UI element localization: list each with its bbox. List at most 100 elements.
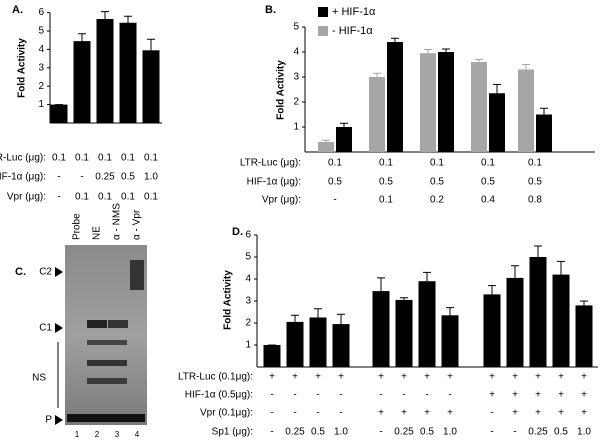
bar <box>387 42 403 152</box>
row-cell: 0.1 <box>430 158 444 169</box>
row-cell: + <box>512 372 518 383</box>
bar <box>119 22 137 123</box>
row-cell: 0.25 <box>285 427 305 438</box>
y-tick-label: 1 <box>245 340 251 351</box>
row-cell: 0.5 <box>311 427 325 438</box>
row-cell: 0.25 <box>394 427 414 438</box>
row-cell: 0.1 <box>121 192 135 203</box>
bar <box>336 127 352 152</box>
row-cell: 0.1 <box>121 153 135 164</box>
row-cell: - <box>379 390 382 401</box>
y-tick-label: 5 <box>245 252 251 263</box>
error-bar <box>291 314 299 322</box>
bar <box>96 19 114 123</box>
y-tick-label: 3 <box>293 72 299 83</box>
row-label: HIF-1α (μg): <box>247 177 301 188</box>
row-cell: - <box>57 172 60 183</box>
y-tick-label: 2 <box>38 81 44 92</box>
bar <box>332 324 350 367</box>
row-cell: 0.1 <box>328 158 342 169</box>
bar <box>441 315 459 367</box>
row-cell: - <box>490 408 493 419</box>
gel-band <box>87 360 127 366</box>
error-bar <box>493 84 501 94</box>
y-axis-label: Fold Activity <box>276 60 287 120</box>
bar <box>506 277 524 367</box>
error-bar <box>314 308 322 318</box>
row-cell: 0.5 <box>328 177 342 188</box>
bar <box>263 345 281 367</box>
row-cell: + <box>424 408 430 419</box>
error-bar <box>534 245 542 257</box>
row-cell: 0.5 <box>420 427 434 438</box>
y-axis-label: Fold Activity <box>223 270 234 330</box>
row-cell: + <box>338 372 344 383</box>
gel-marker: P <box>45 415 52 426</box>
row-cell: + <box>378 408 384 419</box>
row-cell: 0.1 <box>98 153 112 164</box>
y-axis-label: Fold Activity <box>17 38 28 98</box>
panel-label: C. <box>15 266 26 278</box>
row-cell: + <box>581 372 587 383</box>
row-cell: - <box>270 390 273 401</box>
lane-label: Probe <box>72 213 83 240</box>
row-cell: + <box>558 372 564 383</box>
row-cell: 0.2 <box>430 195 444 206</box>
error-bar <box>424 49 432 54</box>
gel-band <box>108 320 128 328</box>
error-bar <box>511 265 519 278</box>
y-tick-label: 6 <box>38 7 44 18</box>
row-cell: - <box>339 408 342 419</box>
bar <box>372 291 390 367</box>
row-cell: + <box>447 408 453 419</box>
row-label: HIF-1α (μg): <box>0 172 46 183</box>
error-bar <box>337 313 345 325</box>
row-cell: - <box>448 390 451 401</box>
lane-number: 4 <box>135 430 140 439</box>
bar <box>73 41 91 124</box>
row-cell: + <box>489 390 495 401</box>
row-cell: 0.1 <box>52 153 66 164</box>
row-cell: 1.0 <box>334 427 348 438</box>
row-cell: + <box>581 390 587 401</box>
bar <box>536 114 552 152</box>
row-cell: - <box>57 192 60 203</box>
row-cell: 0.1 <box>98 192 112 203</box>
bar <box>50 104 68 123</box>
bar <box>518 69 534 152</box>
error-bar <box>340 122 348 127</box>
row-cell: + <box>535 408 541 419</box>
error-bar <box>377 277 385 292</box>
row-label: LTR-Luc (μg): <box>240 158 301 169</box>
gel-marker: C2 <box>39 267 52 278</box>
gel-band <box>87 320 107 328</box>
y-tick-label: 3 <box>38 62 44 73</box>
gel-band <box>67 414 145 422</box>
row-cell: - <box>339 390 342 401</box>
row-label: Sp1 (μg): <box>212 427 253 438</box>
row-cell: + <box>558 408 564 419</box>
panel-label: D. <box>232 226 243 238</box>
row-cell: + <box>292 372 298 383</box>
y-tick-label: 4 <box>293 47 299 58</box>
row-cell: 0.1 <box>481 158 495 169</box>
bar <box>369 77 385 152</box>
row-label: HIF-1α (0.5μg): <box>185 390 253 401</box>
bar <box>286 321 304 367</box>
marker-arrows <box>55 267 63 425</box>
error-bar <box>557 260 565 275</box>
row-label: Vpr (μg): <box>262 195 301 206</box>
row-cell: + <box>581 408 587 419</box>
row-cell: - <box>333 195 336 206</box>
row-cell: 0.8 <box>528 195 542 206</box>
bar <box>318 142 334 152</box>
error-bar <box>147 38 155 51</box>
error-bar <box>580 300 588 306</box>
gel-band <box>87 340 127 345</box>
row-cell: - <box>270 427 273 438</box>
row-label: LTR-Luc (0.1μg): <box>178 372 253 383</box>
row-cell: + <box>269 372 275 383</box>
bar <box>471 62 487 152</box>
lane-label: NE <box>92 226 103 240</box>
